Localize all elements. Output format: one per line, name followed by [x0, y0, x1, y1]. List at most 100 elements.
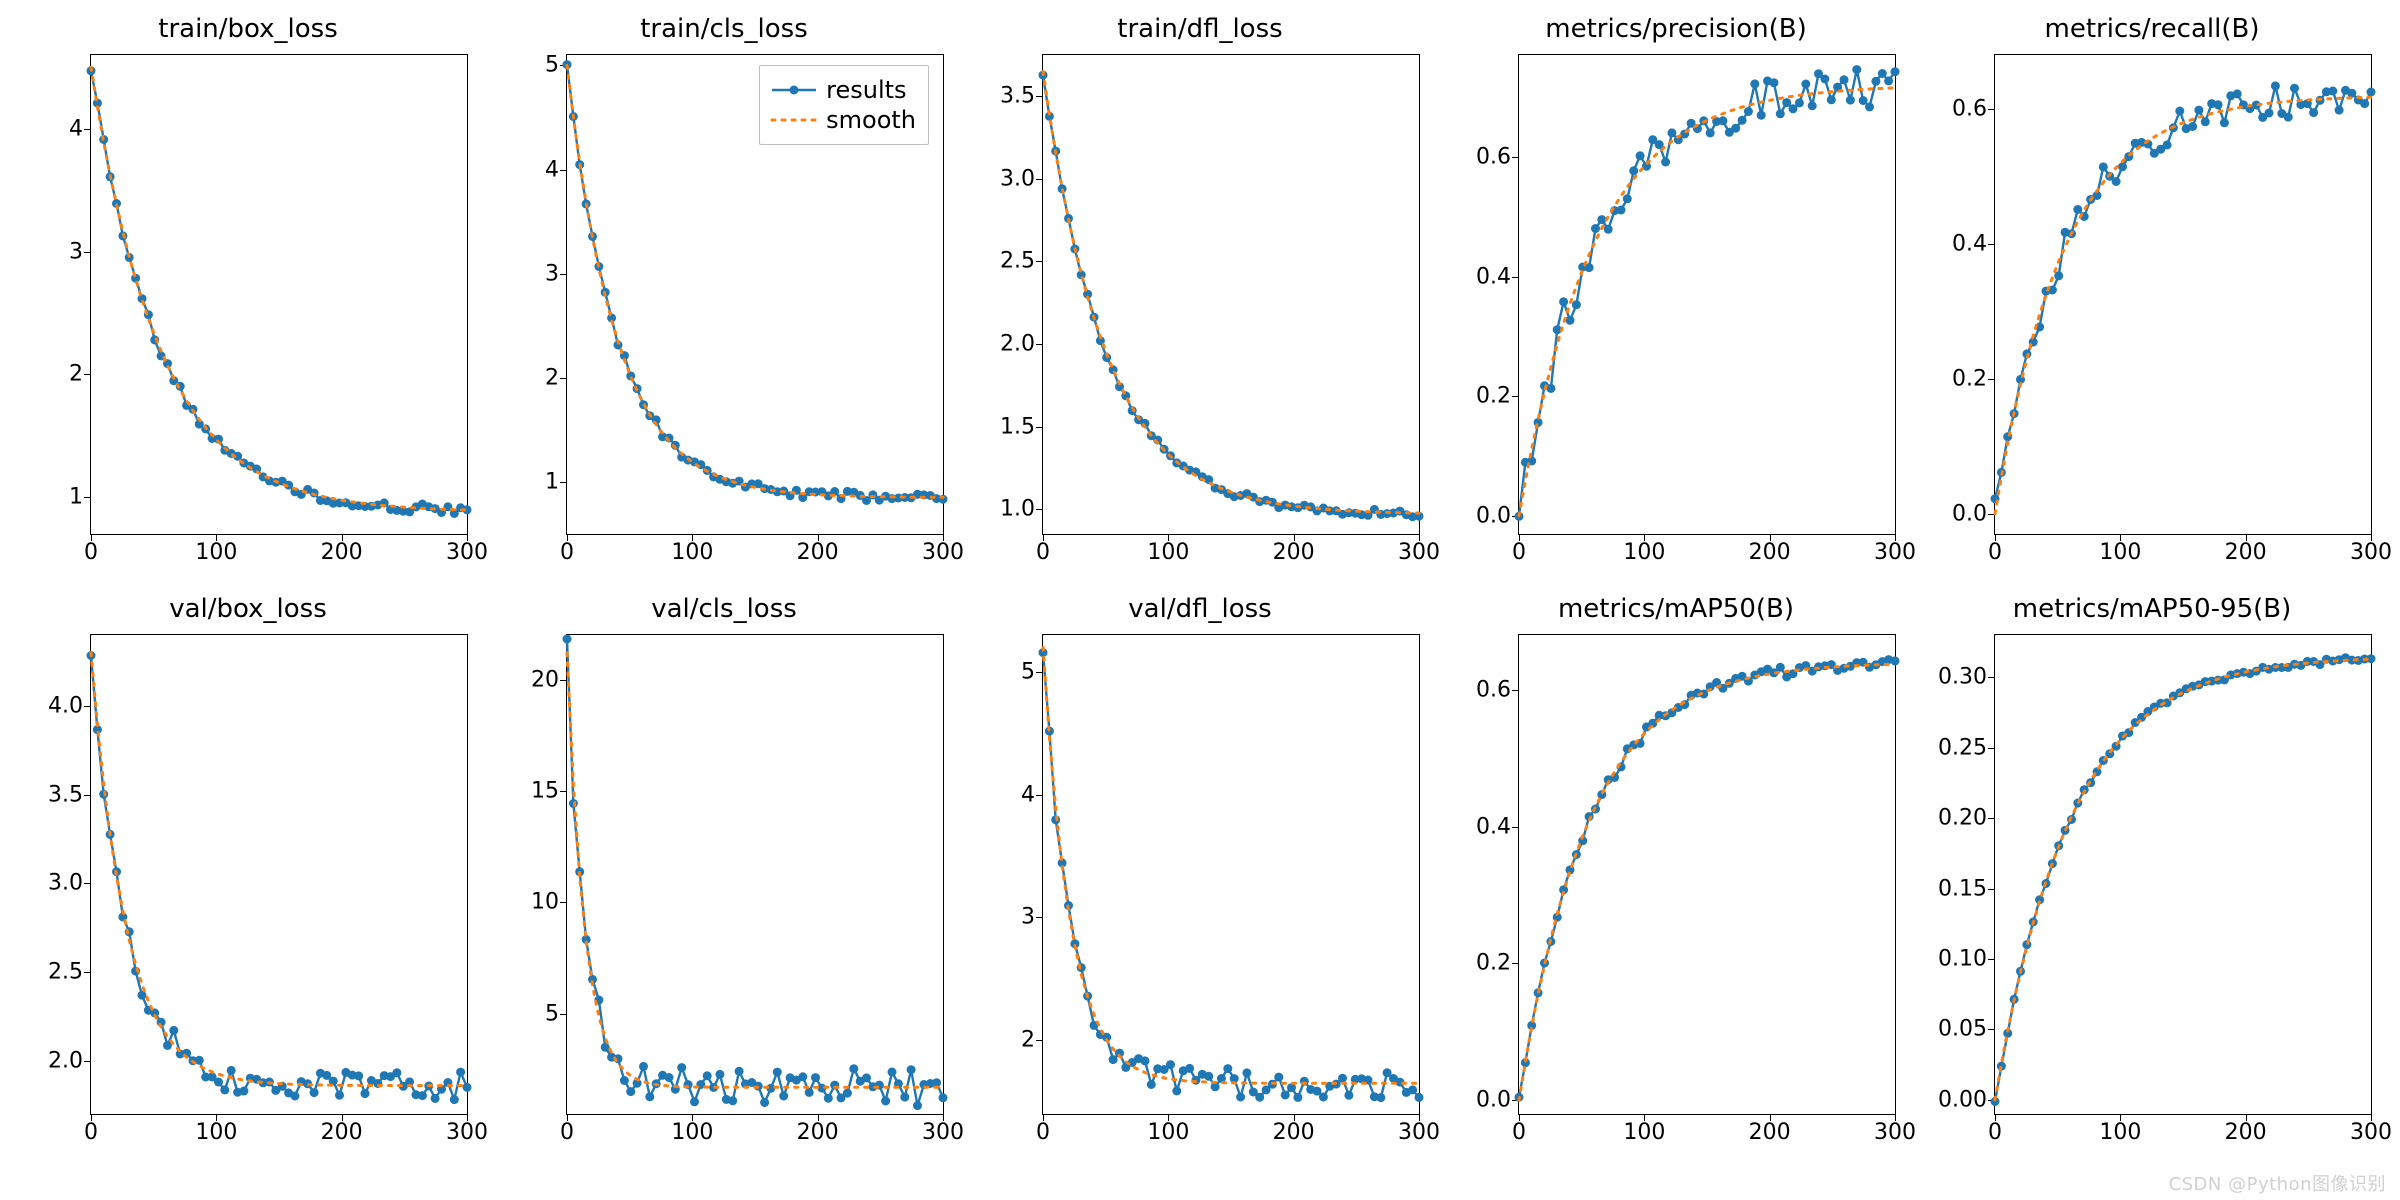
xtick-label: 200	[321, 1120, 363, 1145]
ytick-label: 1	[69, 485, 83, 510]
results-marker	[1559, 297, 1568, 306]
xtick-label: 0	[1036, 1120, 1050, 1145]
xtick-label: 0	[1988, 1120, 2002, 1145]
results-marker	[1776, 109, 1785, 118]
xtick-label: 0	[84, 1120, 98, 1145]
results-marker	[1319, 1093, 1328, 1102]
panel-1: train/cls_loss123450100200300resultssmoo…	[486, 10, 962, 590]
results-marker	[2347, 89, 2356, 98]
results-marker	[1185, 1064, 1194, 1073]
results-marker	[1731, 124, 1740, 133]
results-marker	[811, 1073, 820, 1082]
results-marker	[1604, 225, 1613, 234]
xtick-label: 0	[1988, 540, 2002, 565]
ytick-label: 3	[545, 261, 559, 286]
xtick-label: 300	[2350, 540, 2392, 565]
xtick-label: 300	[1398, 1120, 1440, 1145]
results-marker	[1846, 96, 1855, 105]
smooth-line	[91, 653, 467, 1086]
results-marker	[1109, 1055, 1118, 1064]
results-marker	[1172, 1086, 1181, 1095]
results-marker	[843, 1089, 852, 1098]
smooth-line	[1995, 659, 2371, 1100]
xtick-label: 200	[1749, 540, 1791, 565]
results-marker	[2194, 106, 2203, 115]
smooth-line	[91, 67, 467, 510]
results-marker	[1827, 95, 1836, 104]
results-marker	[1744, 107, 1753, 116]
panel-title: metrics/precision(B)	[1438, 14, 1914, 44]
results-marker	[1661, 158, 1670, 167]
results-marker	[2112, 177, 2121, 186]
plot-area: 1.01.52.02.53.03.50100200300	[1042, 54, 1420, 535]
results-marker	[1891, 67, 1900, 76]
results-marker	[1204, 1072, 1213, 1081]
results-marker	[2073, 205, 2082, 214]
results-marker	[227, 1066, 236, 1075]
ytick-label: 0.0	[1952, 501, 1987, 526]
ytick-label: 3.0	[48, 871, 83, 896]
results-marker	[2284, 113, 2293, 122]
results-marker	[1566, 316, 1575, 325]
results-marker	[881, 1097, 890, 1106]
panel-title: metrics/mAP50(B)	[1438, 594, 1914, 624]
results-marker	[1572, 300, 1581, 309]
results-marker	[1591, 224, 1600, 233]
ytick-label: 2.5	[1000, 249, 1035, 274]
xtick-label: 200	[2225, 540, 2267, 565]
results-marker	[1223, 1064, 1232, 1073]
results-marker	[849, 1064, 858, 1073]
results-marker	[1706, 128, 1715, 137]
ytick-label: 2.0	[1000, 332, 1035, 357]
results-line	[1043, 75, 1419, 517]
ytick-label: 3	[69, 239, 83, 264]
ytick-label: 3.5	[48, 782, 83, 807]
results-marker	[677, 1063, 686, 1072]
results-marker	[335, 1091, 344, 1100]
results-marker	[1859, 96, 1868, 105]
smooth-line	[1043, 72, 1419, 514]
xtick-label: 300	[1874, 540, 1916, 565]
results-marker	[563, 635, 572, 644]
panel-3: metrics/precision(B)0.00.20.40.601002003…	[1438, 10, 1914, 590]
panel-title: metrics/mAP50-95(B)	[1914, 594, 2390, 624]
results-marker	[1718, 116, 1727, 125]
results-marker	[2290, 84, 2299, 93]
results-marker	[690, 1097, 699, 1106]
smooth-line	[1995, 97, 2371, 514]
chart-grid: train/box_loss12340100200300train/cls_lo…	[0, 0, 2400, 1170]
xtick-label: 200	[1273, 1120, 1315, 1145]
results-marker	[760, 1098, 769, 1107]
xtick-label: 300	[922, 1120, 964, 1145]
results-marker	[2188, 122, 2197, 131]
ytick-label: 0.0	[1476, 1088, 1511, 1113]
xtick-label: 0	[560, 540, 574, 565]
results-marker	[2163, 140, 2172, 149]
plot-area: 12340100200300	[90, 54, 468, 535]
ytick-label: 0.00	[1938, 1087, 1987, 1112]
results-marker	[1338, 1074, 1347, 1083]
results-marker	[1376, 1093, 1385, 1102]
ytick-label: 0.2	[1476, 951, 1511, 976]
results-marker	[1750, 79, 1759, 88]
plot-area: 2.02.53.03.54.00100200300	[90, 634, 468, 1115]
results-marker	[2099, 162, 2108, 171]
xtick-label: 200	[321, 540, 363, 565]
xtick-label: 300	[446, 1120, 488, 1145]
ytick-label: 10	[531, 890, 559, 915]
results-marker	[2328, 87, 2337, 96]
ytick-label: 3.5	[1000, 84, 1035, 109]
ytick-label: 1.5	[1000, 414, 1035, 439]
legend-smooth-label: smooth	[826, 106, 916, 134]
results-marker	[214, 1078, 223, 1087]
results-marker	[620, 1076, 629, 1085]
ytick-label: 2	[545, 365, 559, 390]
ytick-label: 20	[531, 667, 559, 692]
results-marker	[805, 1088, 814, 1097]
results-marker	[2309, 108, 2318, 117]
results-marker	[907, 1065, 916, 1074]
watermark: CSDN @Python图像识别	[2169, 1170, 2386, 1196]
results-marker	[456, 1068, 465, 1077]
xtick-label: 200	[797, 1120, 839, 1145]
xtick-label: 100	[195, 1120, 237, 1145]
